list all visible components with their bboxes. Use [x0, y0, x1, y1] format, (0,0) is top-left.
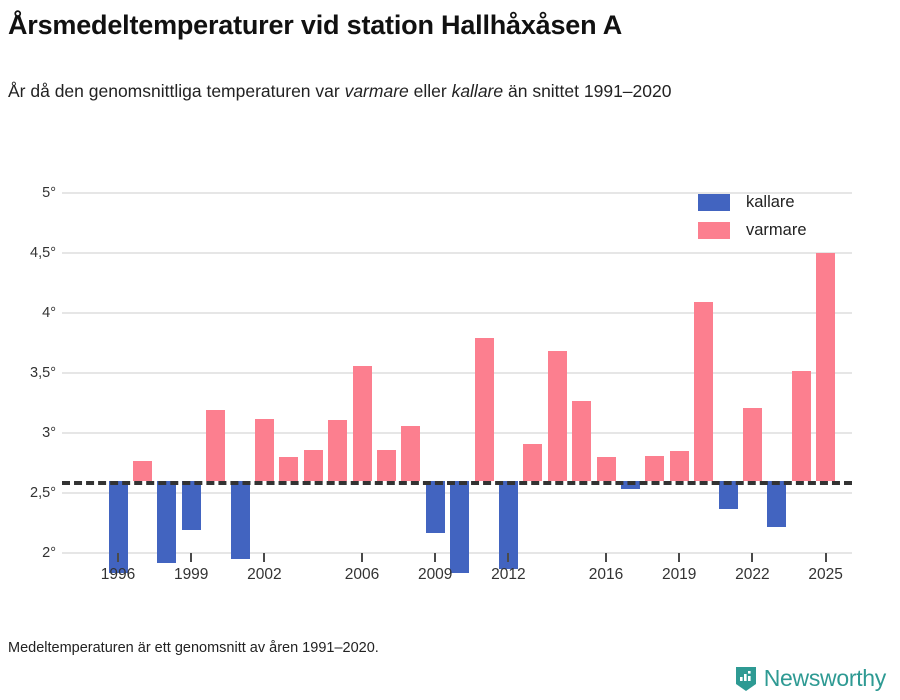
- legend-swatch-icon: [698, 193, 730, 211]
- bar-2014[interactable]: [547, 351, 567, 481]
- y-axis-tick-label: 5°: [42, 185, 56, 201]
- x-axis-tick-label: 1999: [173, 566, 209, 583]
- bar-2023[interactable]: [767, 481, 787, 527]
- x-axis: 1996 1999 2002 2006 2009 2012 2016 2019 2022 2025: [62, 553, 852, 613]
- subtitle-emphasis-kallare: kallare: [451, 81, 504, 101]
- x-axis-tick: [190, 553, 193, 562]
- x-axis-tick: [263, 553, 266, 562]
- x-axis-tick: [117, 553, 119, 562]
- y-axis-tick-label: 4,5°: [30, 245, 56, 261]
- bar-2015[interactable]: [572, 400, 592, 481]
- gridline: [62, 192, 852, 194]
- baseline-average-line: [62, 481, 852, 485]
- legend-swatch-icon: [698, 221, 730, 239]
- bar-1999[interactable]: [181, 481, 201, 531]
- brand-logo: Newsworthy: [735, 665, 886, 692]
- x-axis-tick: [751, 553, 754, 562]
- x-axis-tick-label: 2009: [417, 566, 453, 583]
- x-axis-tick-label: 2025: [808, 566, 843, 583]
- footnote: Medeltemperaturen är ett genomsnitt av å…: [8, 640, 379, 656]
- bar-series: [62, 193, 852, 574]
- bar-2012[interactable]: [498, 481, 518, 569]
- bar-2017[interactable]: [620, 481, 640, 490]
- gridline: [62, 252, 852, 254]
- legend-item-kallare[interactable]: kallare: [698, 188, 858, 216]
- gridline: [62, 432, 852, 434]
- gridline: [62, 372, 852, 374]
- x-axis-tick: [824, 553, 827, 562]
- bar-2013[interactable]: [523, 443, 543, 481]
- y-axis-tick-label: 2,5°: [30, 485, 56, 501]
- bar-2002[interactable]: [254, 418, 274, 481]
- bar-2019[interactable]: [669, 451, 689, 481]
- x-axis-tick: [605, 553, 607, 562]
- bar-1998[interactable]: [157, 481, 177, 563]
- x-axis-tick: [434, 553, 437, 562]
- x-axis-tick-label: 2012: [491, 566, 526, 583]
- legend-item-varmare[interactable]: varmare: [698, 216, 858, 244]
- bar-2007[interactable]: [376, 449, 396, 481]
- legend: kallare varmare: [698, 188, 858, 244]
- bar-2006[interactable]: [352, 365, 372, 481]
- x-axis-tick-label: 1996: [100, 566, 136, 583]
- bar-1996[interactable]: [108, 481, 128, 574]
- bar-2016[interactable]: [596, 457, 616, 481]
- subtitle-text-3: än snittet 1991–2020: [503, 81, 672, 101]
- bar-2004[interactable]: [303, 449, 323, 481]
- x-axis-tick: [507, 553, 510, 562]
- subtitle-text-2: eller: [408, 81, 452, 101]
- bar-2010[interactable]: [450, 481, 470, 574]
- legend-label: kallare: [746, 192, 795, 211]
- y-axis-tick-label: 4°: [42, 305, 56, 321]
- plot-area: [62, 192, 852, 574]
- bar-2022[interactable]: [742, 407, 762, 481]
- bar-2008[interactable]: [401, 425, 421, 481]
- y-axis-tick-label: 3°: [42, 425, 56, 441]
- y-axis-tick-label: 2°: [42, 545, 56, 561]
- bar-2025[interactable]: [816, 253, 836, 481]
- legend-label: varmare: [746, 220, 807, 239]
- bar-2003[interactable]: [279, 457, 299, 481]
- x-axis-tick-label: 2022: [735, 566, 770, 583]
- bar-2024[interactable]: [791, 370, 811, 481]
- bar-2021[interactable]: [718, 481, 738, 509]
- x-axis-tick-label: 2006: [344, 566, 380, 583]
- y-axis-tick-label: 3,5°: [30, 365, 56, 381]
- y-axis-labels: 2° 2,5° 3° 3,5° 4° 4,5° 5°: [0, 185, 56, 561]
- bar-chart-pin-icon: [735, 666, 756, 691]
- bar-1997[interactable]: [132, 460, 152, 481]
- x-axis-tick: [678, 553, 681, 562]
- bar-2009[interactable]: [425, 481, 445, 533]
- bar-2011[interactable]: [474, 338, 494, 481]
- brand-name: Newsworthy: [763, 665, 887, 691]
- bar-2001[interactable]: [230, 481, 250, 559]
- subtitle-emphasis-varmare: varmare: [344, 81, 409, 101]
- x-axis-tick-label: 2019: [661, 566, 697, 583]
- x-axis-tick-label: 2002: [247, 566, 282, 583]
- bar-2018[interactable]: [645, 455, 665, 481]
- page-title: Årsmedeltemperaturer vid station Hallhåx…: [8, 10, 623, 40]
- page-subtitle: År då den genomsnittliga temperaturen va…: [8, 78, 848, 105]
- x-axis-tick: [361, 553, 363, 562]
- bar-2020[interactable]: [694, 302, 714, 481]
- x-axis-tick-label: 2016: [588, 566, 624, 583]
- bar-2005[interactable]: [328, 419, 348, 481]
- bar-2000[interactable]: [206, 410, 226, 481]
- subtitle-text-1: År då den genomsnittliga temperaturen va…: [8, 81, 345, 101]
- gridline: [62, 312, 852, 314]
